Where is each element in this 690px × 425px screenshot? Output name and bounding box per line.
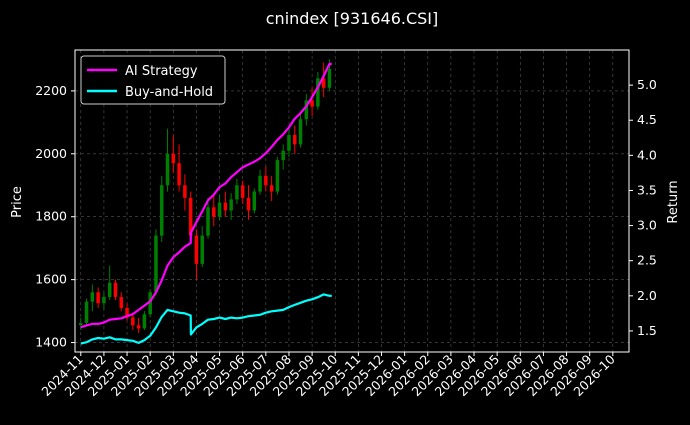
y-axis-left-label: Price <box>10 186 25 218</box>
candle-body <box>200 235 204 264</box>
y-left-tick-label: 1800 <box>35 209 67 224</box>
legend-label-buy-and-hold: Buy-and-Hold <box>125 85 213 100</box>
y-left-tick-label: 1400 <box>35 335 67 350</box>
candle-body <box>321 78 326 88</box>
y-right-tick-label: 4.0 <box>637 147 657 162</box>
candle-body <box>223 202 228 211</box>
y-right-tick-label: 3.0 <box>637 218 657 233</box>
y-right-tick-label: 2.5 <box>637 253 657 268</box>
candle-body <box>159 185 164 236</box>
chart-title: cnindex [931646.CSI] <box>266 9 439 28</box>
line-series-group <box>80 62 332 345</box>
candle-body <box>90 292 95 302</box>
candle-body <box>235 185 239 200</box>
candle-body <box>229 199 233 211</box>
candle-body <box>275 160 280 192</box>
y-axis-right: 1.5 2.0 2.5 3.0 3.5 4.0 4.5 5.0 <box>629 77 657 338</box>
candle-body <box>102 296 106 304</box>
candle-body <box>131 317 135 326</box>
candle-body <box>142 314 147 329</box>
candle-body <box>246 197 251 211</box>
candle-body <box>79 323 83 326</box>
series-line-ai-strategy <box>80 62 332 329</box>
candle-body <box>177 163 181 186</box>
y-left-tick-label: 2000 <box>35 146 67 161</box>
candle-body <box>281 150 285 161</box>
x-axis: 2024-112024-122025-012025-022025-032025-… <box>38 351 618 399</box>
candle-body <box>304 100 309 120</box>
candle-body <box>327 68 332 88</box>
y-left-tick-label: 1600 <box>35 272 67 287</box>
candle-body <box>252 191 257 211</box>
y-axis-left: 1400 1600 1800 2000 2200 <box>35 83 75 350</box>
candle-body <box>269 185 274 192</box>
candle-body <box>287 134 291 151</box>
candle-body <box>206 207 210 236</box>
candle-body <box>119 296 124 308</box>
candle-body <box>107 282 112 297</box>
y-right-tick-label: 5.0 <box>637 77 657 92</box>
candle-body <box>96 292 100 304</box>
candle-body <box>165 153 170 186</box>
candle-body <box>125 307 129 318</box>
candle-body <box>188 197 193 236</box>
y-axis-right-label: Return <box>666 180 681 223</box>
candle-body <box>154 235 158 293</box>
legend: AI Strategy Buy-and-Hold <box>80 55 226 105</box>
series-line-buy-and-hold <box>80 293 332 345</box>
candle-body <box>310 100 314 107</box>
candle-body <box>194 235 199 264</box>
candle-body <box>136 325 141 329</box>
candle-body <box>240 185 245 198</box>
candle-body <box>183 185 187 198</box>
candle-body <box>264 175 268 186</box>
y-right-tick-label: 3.5 <box>637 182 657 197</box>
candle-body <box>212 207 216 217</box>
y-right-tick-label: 4.5 <box>637 112 657 127</box>
candle-body <box>316 78 320 107</box>
candle-body <box>148 292 152 315</box>
y-right-tick-label: 1.5 <box>637 323 657 338</box>
y-right-tick-label: 2.0 <box>637 288 657 303</box>
candle-body <box>113 282 118 297</box>
candlestick-series <box>79 59 332 334</box>
y-left-tick-label: 2200 <box>35 83 67 98</box>
candle-body <box>84 301 89 324</box>
candle-body <box>258 175 262 192</box>
candle-body <box>171 153 176 164</box>
candle-body <box>298 119 303 145</box>
candle-body <box>292 134 297 145</box>
legend-label-ai-strategy: AI Strategy <box>125 64 198 79</box>
candle-body <box>217 202 222 217</box>
plot-frame <box>74 49 630 353</box>
